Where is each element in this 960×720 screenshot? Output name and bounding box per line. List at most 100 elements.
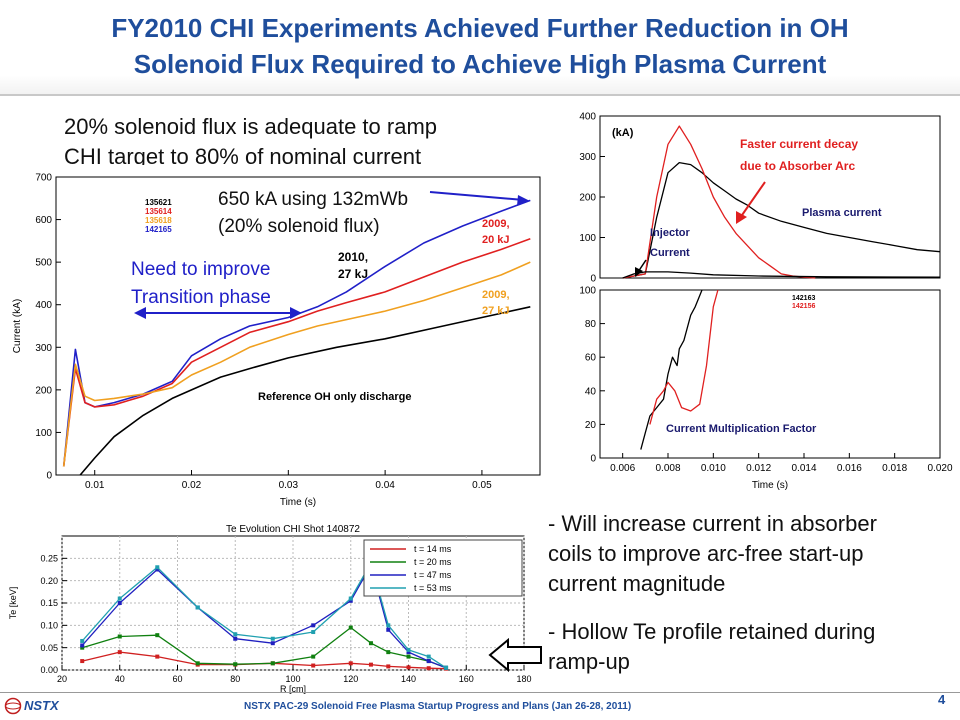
main-legend-entry: 135618 <box>145 216 172 225</box>
main-ytick-label: 500 <box>35 258 52 269</box>
main-ytick-label: 400 <box>35 300 52 311</box>
cmf-legend-entry: 142163 <box>792 295 815 302</box>
decay-ytick-label: 400 <box>579 112 596 123</box>
te-xtick-label: 40 <box>115 674 125 684</box>
injector-arrow-head <box>635 267 643 277</box>
te-data-point <box>155 565 160 570</box>
te-ytick-label: 0.15 <box>40 598 58 608</box>
te-data-point <box>233 632 238 637</box>
main-xtick-label: 0.05 <box>472 480 492 491</box>
footer <box>0 692 960 720</box>
te-data-point <box>386 664 391 669</box>
slide-title-line1: FY2010 CHI Experiments Achieved Further … <box>111 13 849 43</box>
te-ytick-label: 0.25 <box>40 553 58 563</box>
cmf-xlabel: Time (s) <box>752 480 788 491</box>
main-ytick-label: 0 <box>46 471 52 482</box>
transition-arrow-head-left <box>134 307 146 319</box>
te-data-point <box>348 625 353 630</box>
flux-arrow-line <box>429 191 525 201</box>
annotation-reference: Reference OH only discharge <box>258 391 411 403</box>
cmf-xtick-label: 0.012 <box>746 463 771 474</box>
te-legend-entry: t = 47 ms <box>414 570 452 580</box>
te-data-point <box>386 623 391 628</box>
annotation-2009a-b: 20 kJ <box>482 234 510 246</box>
te-data-point <box>386 650 391 655</box>
cmf-xtick-label: 0.020 <box>927 463 952 474</box>
left-arrow-icon <box>488 638 542 672</box>
footer-text: NSTX PAC-29 Solenoid Free Plasma Startup… <box>244 701 632 712</box>
series-line-0 <box>640 289 703 450</box>
slide-title-line2: Solenoid Flux Required to Achieve High P… <box>133 49 827 79</box>
annotation-injector: Injector <box>650 227 690 239</box>
te-data-point <box>270 641 275 646</box>
te-data-point <box>406 647 411 652</box>
main-xtick-label: 0.04 <box>375 480 395 491</box>
main-xtick-label: 0.03 <box>279 480 299 491</box>
te-data-point <box>155 633 160 638</box>
cmf-plot-frame <box>599 289 941 459</box>
te-data-point <box>195 605 200 610</box>
te-data-point <box>386 627 391 632</box>
cmf-legend-entry: 142156 <box>792 303 815 310</box>
bullet2-line1: - Hollow Te profile retained during <box>548 619 876 644</box>
te-xtick-label: 140 <box>401 674 416 684</box>
te-legend-entry: t = 20 ms <box>414 557 452 567</box>
annotation-decay-2: due to Absorber Arc <box>740 159 855 173</box>
te-ylabel: Te [keV] <box>8 587 18 620</box>
te-ytick-label: 0.00 <box>40 665 58 675</box>
te-data-point <box>368 662 373 667</box>
main-plot-frame <box>55 176 541 476</box>
te-xtick-label: 100 <box>285 674 300 684</box>
series-line-1 <box>649 289 719 425</box>
series-line-3 <box>79 306 531 476</box>
flux-arrow-head <box>517 195 530 206</box>
main-legend-entry: 142165 <box>145 225 172 234</box>
decay-ytick-label: 0 <box>590 274 596 285</box>
decay-ylabel: (kA) <box>612 127 634 139</box>
te-legend-entry: t = 14 ms <box>414 544 452 554</box>
te-xtick-label: 20 <box>57 674 67 684</box>
te-legend-entry: t = 53 ms <box>414 583 452 593</box>
te-data-point <box>348 596 353 601</box>
main-ytick-label: 300 <box>35 343 52 354</box>
annotation-transition-2: Transition phase <box>131 287 271 308</box>
annotation-2009a: 2009, <box>482 218 510 230</box>
te-data-point <box>406 665 411 670</box>
te-data-point <box>80 659 85 664</box>
main-legend-entry: 135621 <box>145 198 172 207</box>
te-data-point <box>426 666 431 671</box>
te-data-point <box>117 601 122 605</box>
annotation-2010-b: 27 kJ <box>338 267 368 281</box>
series-line-2 <box>622 271 941 279</box>
multiplication-factor-chart: 0 20 40 60 80 100 0.006 0.008 0.010 0.012 0.014 0.0… <box>560 284 960 496</box>
te-data-point <box>233 662 238 667</box>
main-current-chart: 0 100 200 300 400 500 600 700 0.01 0.02 0.03 0.04 0.… <box>0 165 545 510</box>
te-data-point <box>406 654 411 659</box>
series-line-0 <box>62 199 531 467</box>
decay-ytick-label: 300 <box>579 152 596 163</box>
main-ytick-label: 600 <box>35 215 52 226</box>
current-decay-chart: 0 100 200 300 400 (kA) Faster current decay due… <box>560 100 960 288</box>
te-ytick-label: 0.10 <box>40 620 58 630</box>
title-band <box>0 0 960 96</box>
page-number: 4 <box>938 692 946 707</box>
te-data-point <box>311 654 316 659</box>
annotation-injector-2: Current <box>650 247 690 259</box>
annotation-flux-2: (20% solenoid flux) <box>218 216 380 237</box>
annotation-cmf: Current Multiplication Factor <box>666 423 817 435</box>
series-line-0 <box>622 161 941 279</box>
te-evolution-chart: 0.00 0.05 0.10 0.15 0.20 0.25 20 40 60 80 100 120 14… <box>4 522 532 694</box>
te-xlabel: R [cm] <box>280 684 306 694</box>
te-data-point <box>155 567 160 572</box>
transition-arrow-head-right <box>290 307 302 319</box>
main-xtick-label: 0.01 <box>85 480 105 491</box>
main-ytick-label: 700 <box>35 173 52 184</box>
te-data-point <box>80 645 85 650</box>
series-line-1 <box>622 125 816 279</box>
te-data-point <box>311 630 316 635</box>
cmf-xtick-label: 0.016 <box>837 463 862 474</box>
te-data-point <box>426 654 431 659</box>
te-data-point <box>270 636 275 641</box>
te-data-point <box>195 661 200 666</box>
cmf-xtick-label: 0.010 <box>701 463 726 474</box>
